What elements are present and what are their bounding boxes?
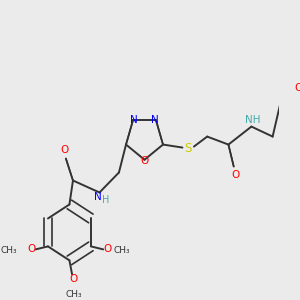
Text: O: O bbox=[27, 244, 35, 254]
Text: S: S bbox=[184, 142, 191, 155]
Text: CH₃: CH₃ bbox=[0, 246, 17, 255]
Text: O: O bbox=[231, 169, 240, 179]
Text: CH₃: CH₃ bbox=[65, 290, 82, 299]
Text: O: O bbox=[60, 145, 68, 154]
Text: O: O bbox=[70, 274, 78, 284]
Text: O: O bbox=[140, 156, 148, 166]
Text: N: N bbox=[130, 115, 138, 125]
Text: N: N bbox=[94, 193, 102, 202]
Text: CH₃: CH₃ bbox=[113, 246, 130, 255]
Text: O: O bbox=[294, 83, 300, 93]
Text: NH: NH bbox=[245, 115, 261, 124]
Text: N: N bbox=[151, 115, 159, 125]
Text: H: H bbox=[102, 196, 110, 206]
Text: O: O bbox=[103, 244, 112, 254]
